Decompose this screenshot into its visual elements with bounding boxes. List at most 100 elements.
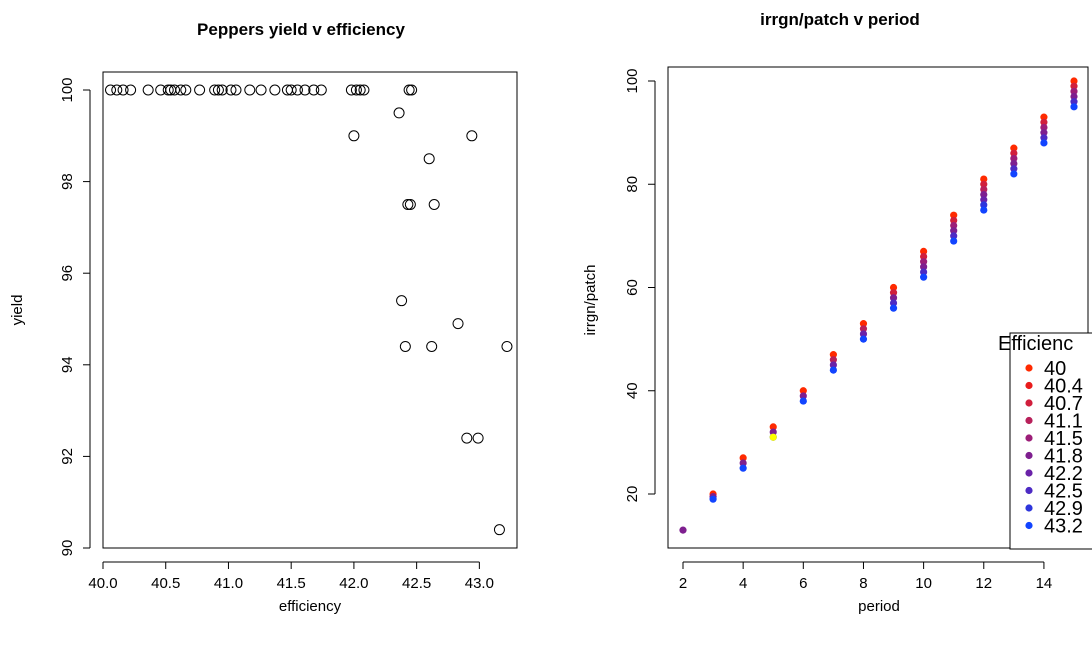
right-point	[1070, 77, 1078, 85]
legend-marker	[1025, 364, 1033, 372]
left-point	[466, 130, 478, 142]
right-point-highlight	[769, 433, 777, 441]
legend-label: 42.5	[1044, 481, 1083, 503]
legend-label: 41.1	[1044, 411, 1083, 433]
legend-marker	[1025, 521, 1033, 530]
right-point	[1040, 129, 1048, 137]
legend-box	[1009, 332, 1092, 550]
right-point	[889, 289, 898, 297]
left-point	[493, 524, 505, 536]
right-point	[829, 356, 837, 364]
right-plot-frame	[667, 66, 1089, 549]
right-point	[859, 325, 868, 333]
right-x-tick-label: 12	[975, 575, 992, 592]
right-point	[889, 283, 898, 292]
legend-marker	[1025, 451, 1033, 460]
right-point	[1070, 92, 1078, 101]
left-point	[396, 295, 408, 307]
right-point	[1040, 134, 1048, 142]
right-x-tick-label: 8	[859, 575, 867, 592]
left-x-tick-label: 43.0	[465, 575, 494, 592]
left-x-label: efficiency	[279, 598, 342, 615]
left-point	[308, 84, 320, 96]
left-x-tick-label: 41.0	[214, 575, 243, 592]
left-point	[142, 84, 154, 96]
legend-marker	[1025, 381, 1033, 390]
right-point	[1070, 82, 1078, 90]
legend-marker	[1025, 486, 1033, 495]
left-y-axis: 90 92 94 96 98 100	[59, 77, 91, 557]
right-point	[950, 227, 958, 235]
right-point	[799, 392, 807, 400]
right-point	[950, 237, 958, 245]
right-point	[920, 252, 928, 261]
right-y-tick-label: 60	[624, 279, 641, 296]
legend-label: 40.7	[1044, 393, 1083, 415]
right-x-axis: 2 4 6 8 10 12 14	[679, 561, 1052, 592]
right-point	[859, 330, 868, 338]
left-point	[291, 84, 303, 96]
left-point	[175, 84, 187, 96]
left-point	[348, 130, 360, 142]
right-point	[859, 320, 868, 328]
left-point	[315, 84, 327, 96]
legend-title: Efficienc	[998, 333, 1073, 355]
right-point	[709, 495, 717, 503]
left-point	[350, 84, 362, 96]
left-point	[452, 318, 464, 330]
left-point	[230, 84, 242, 96]
right-point	[1070, 103, 1078, 111]
legend-label: 41.8	[1044, 446, 1083, 468]
right-point	[920, 258, 928, 266]
right-point	[920, 268, 928, 276]
right-point	[1070, 98, 1078, 106]
left-x-tick-label: 40.0	[88, 575, 117, 592]
left-point	[358, 84, 370, 96]
right-point	[1010, 149, 1018, 157]
right-points	[679, 77, 1078, 534]
left-point	[472, 432, 484, 444]
left-point	[399, 340, 411, 352]
left-point	[423, 153, 435, 165]
left-point	[404, 199, 416, 210]
left-point	[269, 84, 281, 96]
right-point	[950, 232, 958, 240]
left-point	[255, 84, 267, 96]
left-y-tick-label: 90	[59, 540, 76, 557]
right-point	[920, 263, 928, 271]
left-y-tick-label: 98	[59, 173, 76, 190]
legend-label: 42.2	[1044, 463, 1083, 485]
left-panel: Peppers yield v efficiency 40.0 40.5 41.0 4…	[9, 20, 518, 615]
left-y-tick-label: 94	[59, 356, 76, 373]
right-point	[1010, 154, 1018, 163]
left-point	[105, 84, 117, 96]
left-points	[105, 84, 513, 536]
right-y-axis: 20 40 60 80 100	[624, 68, 656, 503]
right-point	[980, 206, 988, 214]
right-point	[980, 190, 988, 199]
right-point	[1010, 170, 1018, 178]
right-point	[980, 201, 988, 209]
right-point	[739, 454, 747, 462]
left-point	[426, 340, 438, 352]
left-point	[125, 84, 137, 96]
right-y-tick-label: 20	[624, 486, 641, 503]
right-y-tick-label: 80	[624, 176, 641, 193]
right-x-tick-label: 10	[915, 575, 932, 592]
right-point	[1040, 118, 1048, 126]
right-point	[980, 185, 988, 194]
right-x-label: period	[858, 598, 900, 615]
left-y-tick-label: 96	[59, 265, 76, 282]
left-point	[428, 199, 440, 210]
legend-label: 41.5	[1044, 428, 1083, 450]
left-point	[117, 84, 129, 96]
left-point	[345, 84, 357, 96]
right-point	[829, 361, 837, 369]
left-title: Peppers yield v efficiency	[197, 20, 405, 39]
right-x-tick-label: 4	[739, 575, 747, 592]
right-x-tick-label: 2	[679, 575, 687, 592]
right-point	[859, 335, 868, 343]
left-x-axis: 40.0 40.5 41.0 41.5 42.0 42.5 43.0	[88, 561, 494, 592]
